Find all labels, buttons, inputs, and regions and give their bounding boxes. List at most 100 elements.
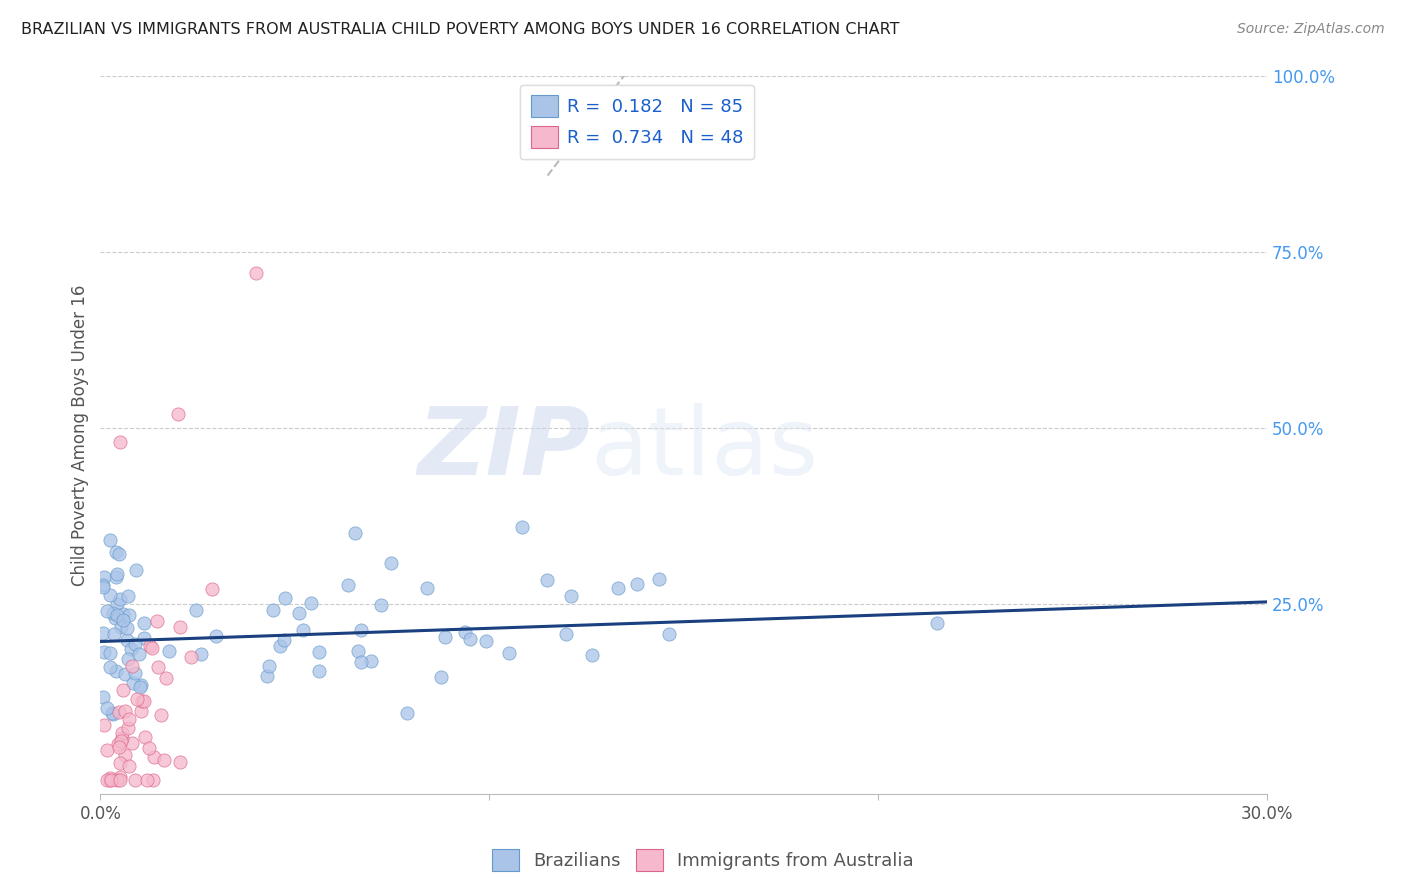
Point	[167, 407, 190, 421]
Point	[536, 574, 558, 588]
Point	[458, 632, 481, 646]
Point	[118, 759, 141, 773]
Point	[269, 639, 291, 653]
Point	[124, 637, 146, 651]
Point	[299, 596, 322, 610]
Point	[360, 654, 382, 668]
Point	[245, 266, 267, 280]
Point	[349, 624, 371, 638]
Point	[96, 742, 118, 756]
Point	[107, 737, 129, 751]
Point	[129, 704, 152, 718]
Point	[134, 730, 156, 744]
Point	[96, 604, 118, 618]
Point	[108, 740, 131, 755]
Point	[121, 736, 143, 750]
Point	[114, 704, 136, 718]
Point	[98, 533, 121, 548]
Text: ZIP: ZIP	[418, 403, 591, 495]
Point	[647, 572, 669, 586]
Point	[108, 771, 131, 785]
Point	[512, 519, 534, 533]
Point	[125, 692, 148, 706]
Point	[262, 602, 284, 616]
Point	[370, 598, 392, 612]
Point	[257, 659, 280, 673]
Point	[201, 582, 224, 596]
Point	[103, 627, 125, 641]
Point	[104, 611, 127, 625]
Point	[111, 607, 134, 621]
Point	[155, 671, 177, 685]
Point	[117, 589, 139, 603]
Point	[121, 659, 143, 673]
Point	[110, 734, 132, 748]
Point	[98, 660, 121, 674]
Point	[100, 706, 122, 720]
Point	[118, 608, 141, 623]
Point	[117, 652, 139, 666]
Point	[118, 712, 141, 726]
Point	[347, 644, 370, 658]
Point	[136, 773, 159, 788]
Text: BRAZILIAN VS IMMIGRANTS FROM AUSTRALIA CHILD POVERTY AMONG BOYS UNDER 16 CORRELA: BRAZILIAN VS IMMIGRANTS FROM AUSTRALIA C…	[21, 22, 900, 37]
Point	[111, 731, 134, 745]
Point	[131, 694, 153, 708]
Point	[169, 620, 191, 634]
Point	[416, 582, 439, 596]
Point	[148, 660, 170, 674]
Point	[101, 706, 124, 721]
Point	[292, 623, 315, 637]
Point	[256, 669, 278, 683]
Point	[150, 708, 173, 723]
Point	[925, 616, 948, 631]
Point	[107, 705, 129, 719]
Point	[128, 648, 150, 662]
Point	[101, 606, 124, 620]
Point	[108, 435, 131, 450]
Point	[626, 577, 648, 591]
Point	[117, 721, 139, 735]
Point	[98, 773, 121, 788]
Point	[115, 633, 138, 648]
Point	[336, 578, 359, 592]
Point	[93, 717, 115, 731]
Point	[93, 570, 115, 584]
Point	[114, 747, 136, 762]
Point	[91, 580, 114, 594]
Point	[273, 632, 295, 647]
Point	[96, 773, 118, 788]
Point	[105, 597, 128, 611]
Point	[205, 629, 228, 643]
Point	[606, 582, 628, 596]
Point	[114, 667, 136, 681]
Point	[498, 646, 520, 660]
Point	[132, 615, 155, 630]
Text: atlas: atlas	[591, 403, 818, 495]
Point	[138, 741, 160, 756]
Point	[395, 706, 418, 720]
Y-axis label: Child Poverty Among Boys Under 16: Child Poverty Among Boys Under 16	[72, 285, 89, 586]
Point	[658, 627, 681, 641]
Point	[142, 773, 165, 788]
Point	[287, 607, 309, 621]
Point	[430, 670, 453, 684]
Point	[134, 694, 156, 708]
Legend: Brazilians, Immigrants from Australia: Brazilians, Immigrants from Australia	[485, 842, 921, 879]
Point	[184, 602, 207, 616]
Point	[581, 648, 603, 662]
Point	[128, 680, 150, 694]
Point	[350, 655, 373, 669]
Point	[169, 755, 191, 769]
Point	[434, 630, 457, 644]
Point	[380, 557, 402, 571]
Legend: R =  0.182   N = 85, R =  0.734   N = 48: R = 0.182 N = 85, R = 0.734 N = 48	[520, 85, 754, 160]
Point	[138, 639, 160, 653]
Point	[93, 690, 115, 704]
Point	[110, 620, 132, 634]
Point	[180, 649, 202, 664]
Point	[98, 771, 121, 785]
Point	[98, 588, 121, 602]
Point	[91, 626, 114, 640]
Point	[105, 664, 128, 678]
